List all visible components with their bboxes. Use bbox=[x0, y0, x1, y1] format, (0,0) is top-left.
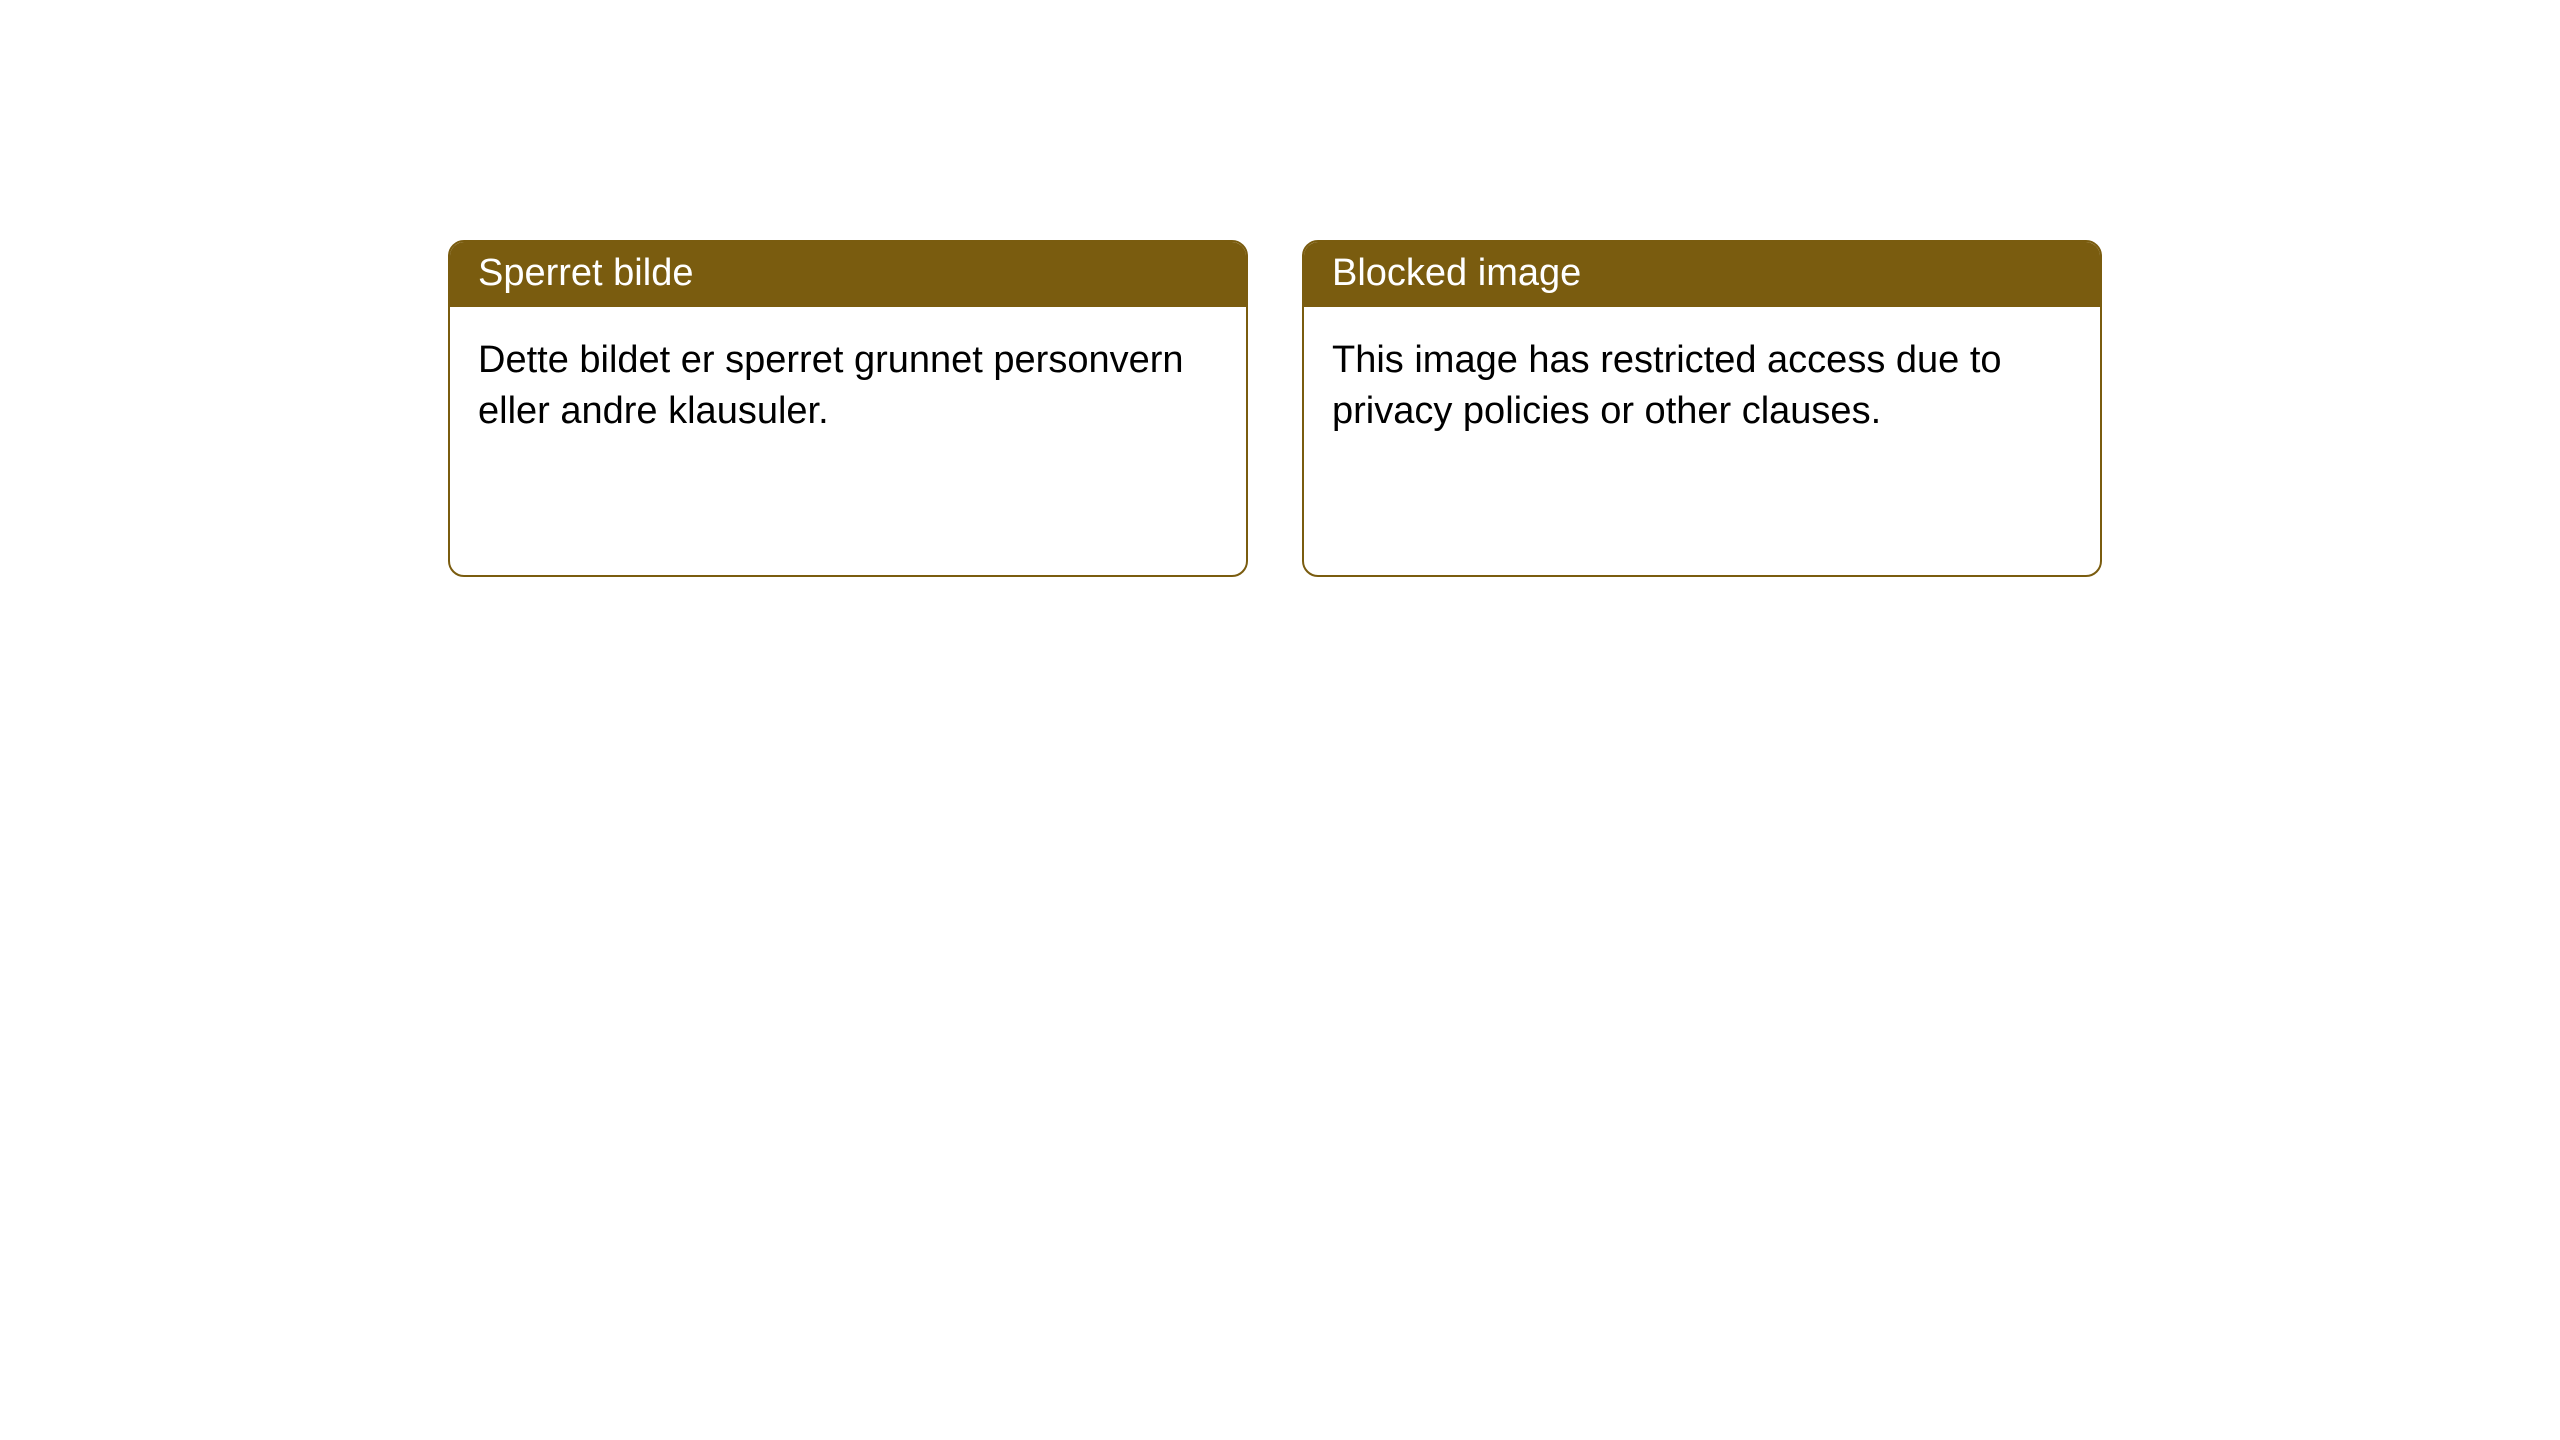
notice-cards-row: Sperret bilde Dette bildet er sperret gr… bbox=[0, 0, 2560, 577]
notice-title: Sperret bilde bbox=[450, 242, 1246, 307]
notice-card-english: Blocked image This image has restricted … bbox=[1302, 240, 2102, 577]
notice-title: Blocked image bbox=[1304, 242, 2100, 307]
notice-body: This image has restricted access due to … bbox=[1304, 307, 2100, 575]
notice-card-norwegian: Sperret bilde Dette bildet er sperret gr… bbox=[448, 240, 1248, 577]
notice-body: Dette bildet er sperret grunnet personve… bbox=[450, 307, 1246, 575]
